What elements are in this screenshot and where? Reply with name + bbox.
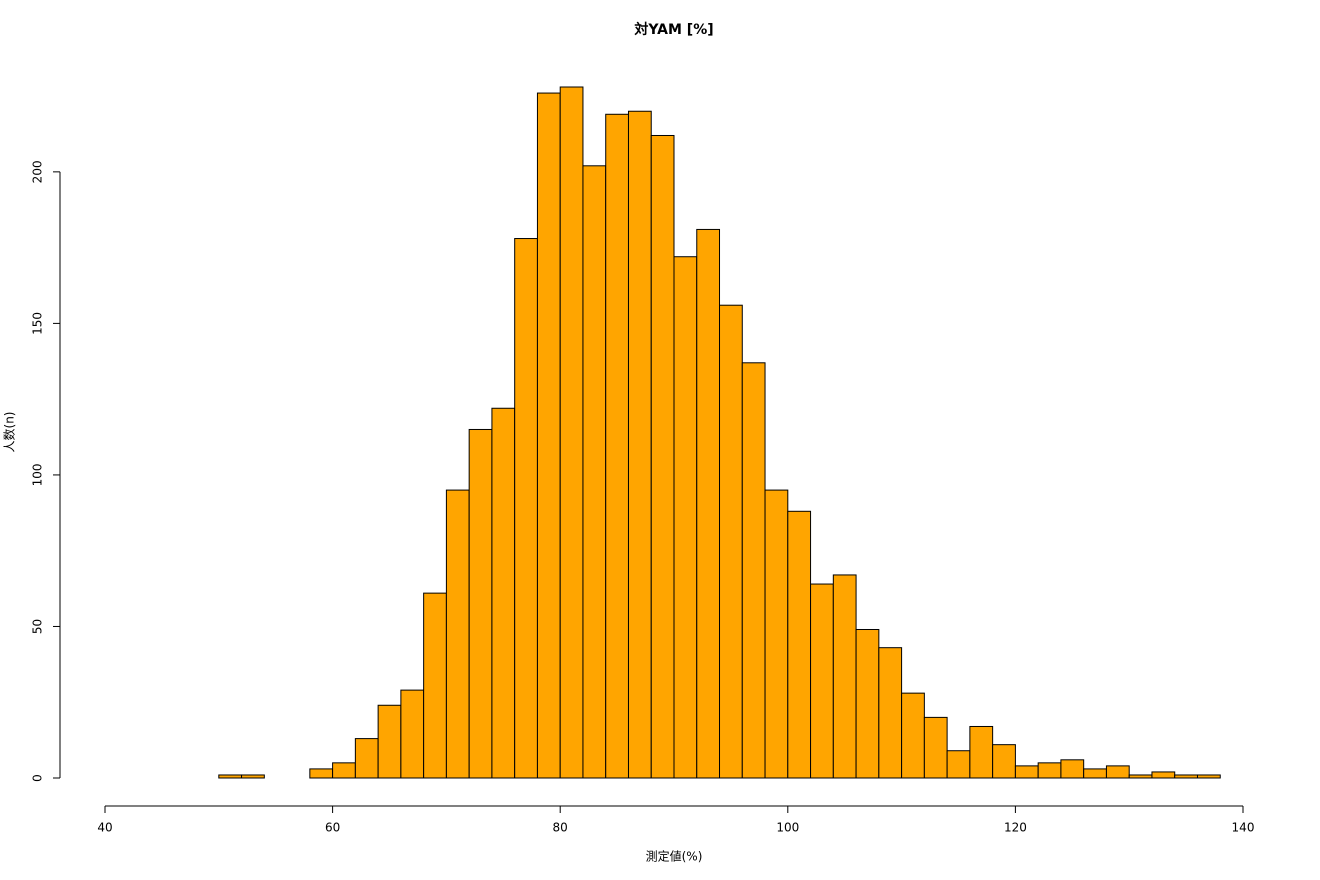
x-axis-label: 測定値(%): [646, 849, 703, 864]
y-tick-label: 100: [31, 463, 45, 486]
bar: [992, 744, 1016, 779]
bar: [559, 86, 584, 779]
bar: [764, 489, 789, 779]
bar: [1105, 765, 1130, 779]
bar: [878, 647, 903, 779]
x-tick-label: 40: [97, 821, 112, 835]
bar: [741, 362, 766, 779]
x-tick-label: 60: [325, 821, 340, 835]
bar: [536, 92, 561, 779]
bar: [400, 689, 425, 779]
bar: [1060, 759, 1085, 779]
bar: [491, 407, 516, 779]
bar: [787, 510, 812, 779]
bar: [1037, 762, 1062, 779]
bar: [1196, 774, 1221, 779]
chart-title: 対YAM [%]: [633, 21, 713, 38]
bar: [832, 574, 857, 779]
x-tick-label: 100: [776, 821, 799, 835]
x-tick-label: 120: [1004, 821, 1027, 835]
bar: [696, 228, 721, 779]
bar: [241, 774, 265, 779]
x-tick-label: 140: [1232, 821, 1255, 835]
bar: [218, 774, 243, 779]
bar: [650, 134, 675, 779]
y-tick-label: 0: [31, 774, 45, 782]
bar: [514, 238, 538, 779]
bar: [1151, 771, 1176, 779]
bar: [627, 110, 652, 779]
bar: [810, 583, 834, 779]
bar: [923, 716, 948, 779]
bar: [719, 304, 743, 779]
y-tick-label: 200: [31, 160, 45, 183]
bar: [309, 768, 334, 779]
x-tick-label: 80: [553, 821, 568, 835]
bar: [855, 628, 880, 779]
bar: [1014, 765, 1039, 779]
bar: [445, 489, 470, 779]
y-tick-label: 50: [31, 619, 45, 634]
bar: [582, 165, 607, 779]
bar: [1083, 768, 1107, 779]
bar: [605, 113, 629, 779]
bar: [468, 428, 493, 779]
bar: [354, 738, 379, 779]
bar: [1128, 774, 1153, 779]
bar: [423, 592, 447, 779]
bar: [673, 256, 698, 779]
y-axis-label: 人数(n): [2, 412, 17, 453]
bar: [946, 750, 971, 779]
bar: [1174, 774, 1198, 779]
bar: [377, 704, 402, 779]
bar: [332, 762, 356, 779]
y-tick-label: 150: [31, 312, 45, 335]
bar: [901, 692, 925, 779]
bar: [969, 725, 994, 779]
